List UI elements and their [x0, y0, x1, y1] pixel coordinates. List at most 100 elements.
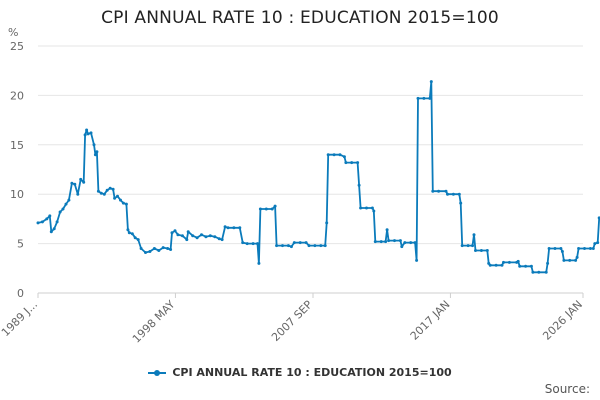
- x-tick-label: 2026 JAN: [540, 298, 585, 343]
- data-point: [85, 128, 89, 132]
- chart-title: CPI ANNUAL RATE 10 : EDUCATION 2015=100: [101, 8, 499, 28]
- data-point: [422, 96, 426, 100]
- data-point: [245, 242, 249, 246]
- data-point: [338, 153, 342, 157]
- data-point: [58, 210, 62, 214]
- data-point: [200, 233, 203, 237]
- data-point: [546, 261, 550, 265]
- data-point: [547, 247, 551, 250]
- data-point: [597, 216, 600, 220]
- data-point: [133, 236, 137, 240]
- data-point: [180, 234, 184, 238]
- data-point: [457, 192, 461, 196]
- data-point: [326, 153, 330, 157]
- y-tick-label: 0: [17, 287, 24, 300]
- data-point: [488, 263, 492, 267]
- data-point: [111, 187, 115, 191]
- data-point: [516, 259, 520, 263]
- data-point: [466, 244, 470, 248]
- data-point: [226, 226, 230, 230]
- data-point: [127, 231, 131, 235]
- data-point: [502, 260, 505, 264]
- data-point: [40, 220, 44, 224]
- data-point: [152, 247, 156, 250]
- data-point: [429, 80, 433, 84]
- data-point: [86, 132, 90, 136]
- data-point: [161, 246, 165, 250]
- data-point: [298, 241, 302, 245]
- data-point: [185, 238, 189, 242]
- data-point: [553, 247, 557, 250]
- data-point: [116, 194, 119, 198]
- data-point: [126, 228, 130, 232]
- data-point: [275, 244, 279, 248]
- data-point: [474, 249, 477, 252]
- data-point: [130, 232, 134, 236]
- data-point: [529, 264, 533, 268]
- legend-line-marker-icon: [148, 370, 167, 376]
- data-point: [61, 207, 65, 211]
- data-point: [416, 96, 420, 100]
- data-point: [319, 244, 323, 248]
- y-tick-label: 25: [10, 40, 24, 53]
- data-point: [531, 270, 535, 274]
- data-point: [49, 230, 53, 234]
- data-point: [385, 228, 389, 232]
- data-point: [52, 227, 56, 231]
- data-point: [494, 263, 498, 267]
- data-point: [574, 258, 578, 262]
- data-point: [524, 264, 528, 268]
- data-point: [485, 249, 489, 252]
- data-point: [387, 239, 391, 243]
- data-point: [479, 249, 483, 252]
- data-point: [398, 239, 402, 243]
- data-point: [577, 247, 581, 250]
- data-point: [437, 189, 441, 193]
- data-point: [204, 235, 208, 239]
- data-point: [105, 188, 109, 192]
- data-point: [384, 240, 388, 244]
- data-point: [36, 221, 40, 225]
- data-point: [76, 192, 80, 196]
- data-point: [82, 180, 86, 184]
- data-point: [413, 241, 417, 245]
- data-point: [332, 153, 336, 157]
- data-point: [415, 258, 419, 262]
- data-point: [270, 207, 274, 211]
- data-point: [359, 206, 363, 210]
- data-point: [588, 247, 592, 250]
- data-point: [170, 231, 174, 235]
- data-point: [373, 240, 377, 244]
- data-point: [113, 196, 117, 200]
- data-point: [45, 217, 49, 221]
- data-point: [139, 247, 143, 250]
- data-point: [357, 183, 361, 187]
- data-point: [96, 189, 100, 193]
- legend[interactable]: CPI ANNUAL RATE 10 : EDUCATION 2015=100: [0, 366, 600, 379]
- data-point: [238, 226, 242, 230]
- data-point: [400, 245, 404, 249]
- data-point: [176, 233, 180, 237]
- data-point: [108, 186, 112, 190]
- data-point: [444, 189, 448, 193]
- data-point: [379, 240, 383, 244]
- x-tick-label: 2007 SEP: [269, 298, 315, 344]
- data-point: [264, 207, 268, 211]
- data-point: [460, 244, 464, 248]
- data-point: [220, 238, 224, 242]
- data-point: [471, 244, 474, 248]
- data-point: [169, 248, 173, 251]
- data-point: [195, 236, 199, 240]
- y-tick-label: 20: [10, 89, 24, 102]
- data-point: [323, 244, 327, 248]
- data-point: [500, 263, 504, 267]
- data-point: [593, 242, 597, 246]
- data-point: [568, 258, 572, 262]
- data-point: [372, 209, 376, 213]
- data-point: [73, 182, 77, 186]
- data-point: [560, 250, 564, 253]
- y-tick-label: 5: [17, 238, 24, 251]
- data-point: [459, 201, 463, 205]
- data-point: [431, 189, 435, 193]
- data-point: [559, 247, 563, 250]
